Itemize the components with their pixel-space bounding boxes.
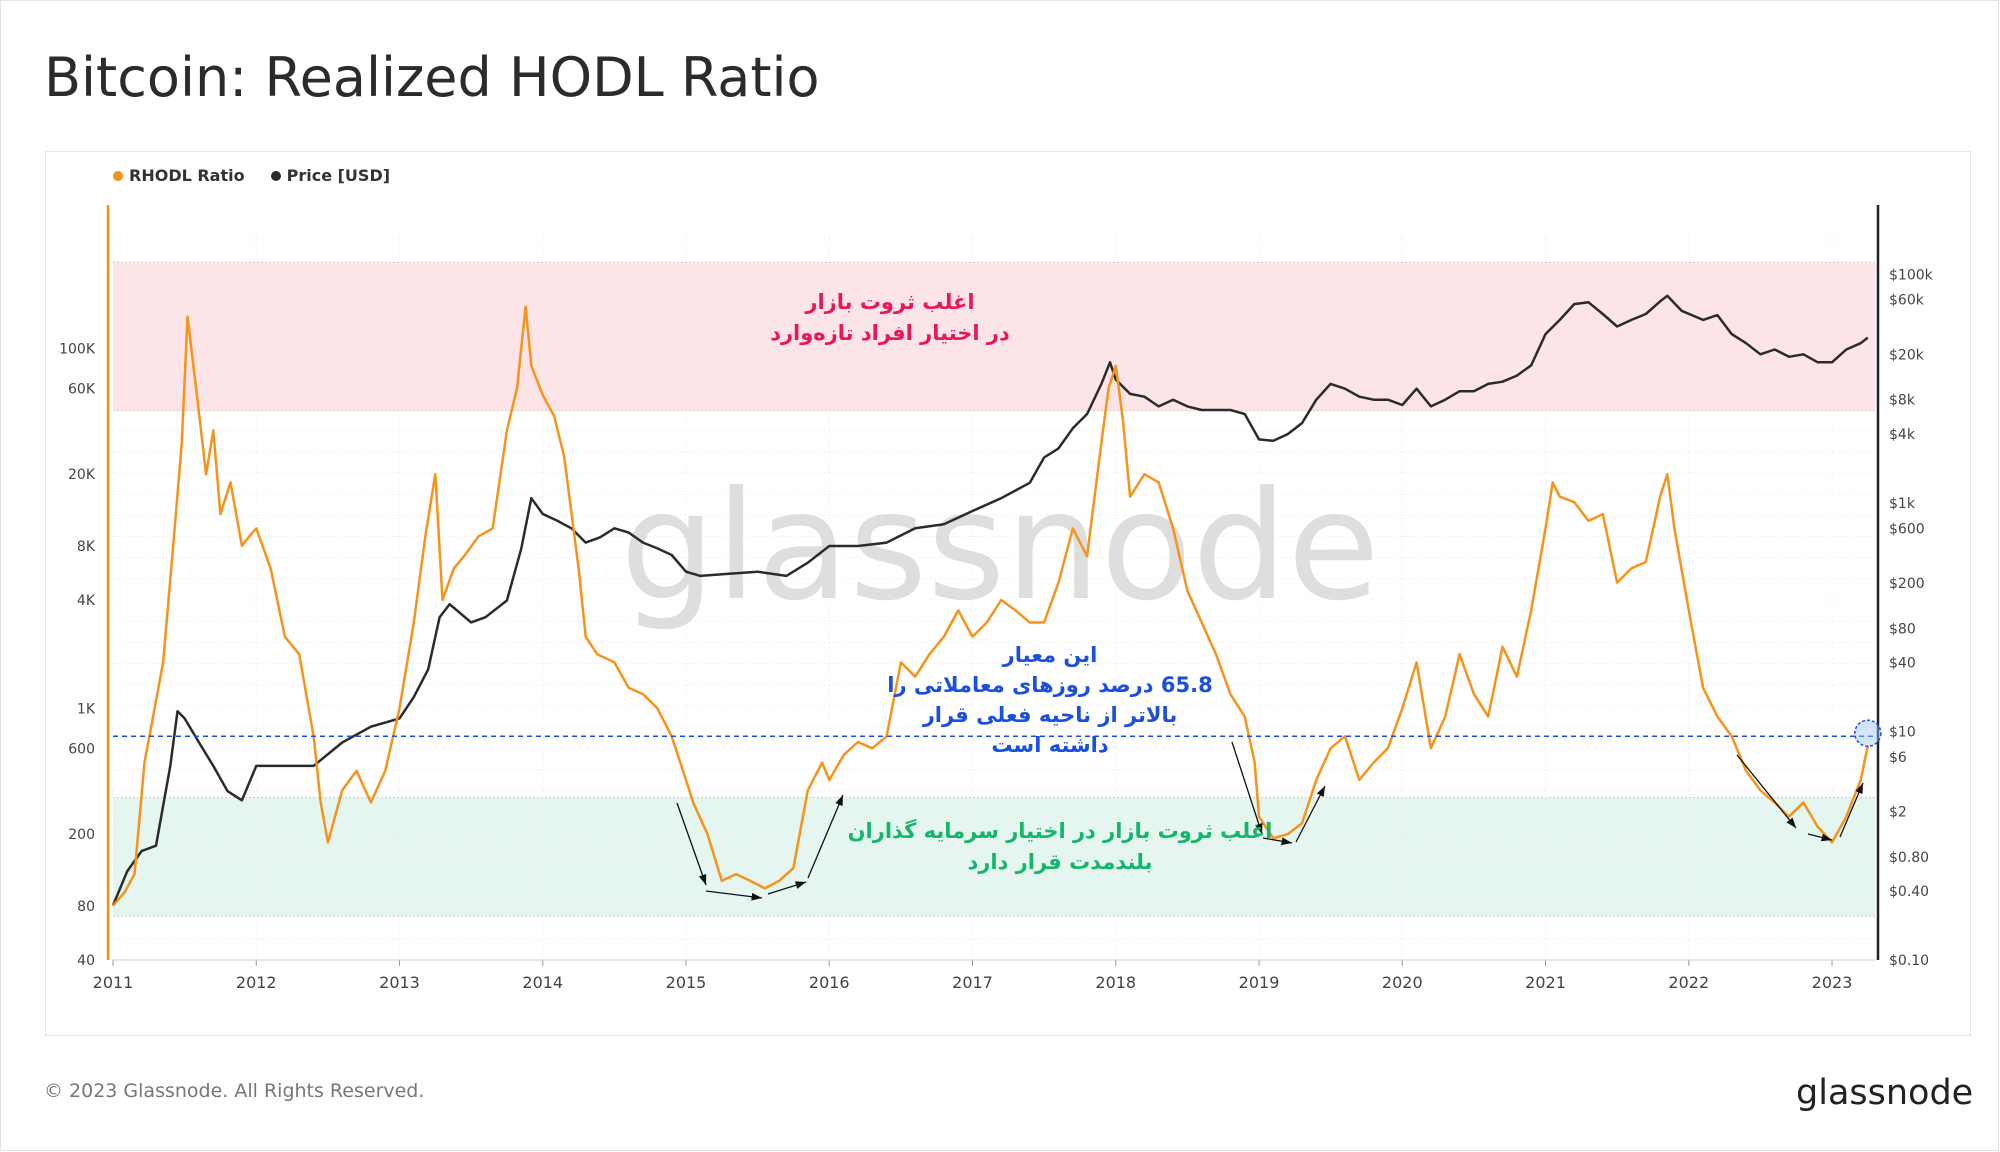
page-title: Bitcoin: Realized HODL Ratio	[44, 46, 820, 109]
right-tick-label: $20k	[1889, 347, 1925, 363]
left-tick-label: 8K	[77, 539, 96, 555]
legend-label-price: Price [USD]	[286, 166, 391, 185]
left-tick-label: 1K	[77, 701, 96, 717]
annotation-green-line-2: بلندمدت قرار دارد	[967, 850, 1153, 874]
x-tick-label: 2022	[1668, 973, 1709, 992]
right-tick-label: $2	[1889, 804, 1907, 820]
right-tick-label: $8k	[1889, 393, 1916, 409]
legend-dot-rhodl	[113, 170, 123, 181]
legend: RHODL Ratio Price [USD]	[113, 166, 390, 185]
right-tick-label: $4k	[1889, 427, 1916, 443]
legend-dot-price	[270, 170, 281, 181]
red-band	[113, 262, 1875, 411]
left-tick-label: 40	[77, 953, 95, 969]
left-tick-label: 60K	[68, 381, 96, 397]
green-band	[113, 797, 1875, 917]
annotation-arrow	[1839, 782, 1864, 838]
annotation-arrow	[767, 881, 807, 895]
annotation-blue-line-4: داشته است	[991, 733, 1109, 757]
annotation-blue-line-2: 65.8 درصد روزهای معاملاتی را	[887, 673, 1213, 697]
annotation-blue-line-1: این معیار	[1002, 643, 1098, 667]
right-tick-label: $600	[1889, 521, 1925, 537]
x-tick-label: 2023	[1812, 973, 1853, 992]
annotation-blue-line-3: بالاتر از ناحیه فعلی قرار	[922, 703, 1178, 727]
legend-label-rhodl: RHODL Ratio	[129, 166, 245, 185]
x-tick-label: 2019	[1239, 973, 1280, 992]
footer-copyright: © 2023 Glassnode. All Rights Reserved.	[44, 1080, 425, 1102]
x-tick-label: 2021	[1525, 973, 1566, 992]
left-tick-label: 100K	[59, 341, 96, 357]
left-tick-label: 600	[68, 741, 95, 757]
right-tick-label: $80	[1889, 621, 1916, 637]
annotation-red-line-1: اغلب ثروت بازار	[805, 290, 975, 314]
right-tick-label: $1k	[1889, 496, 1916, 512]
right-tick-label: $0.10	[1889, 953, 1929, 969]
legend-item-price[interactable]: Price [USD]	[270, 166, 391, 185]
x-tick-label: 2011	[93, 973, 134, 992]
right-tick-label: $10	[1889, 724, 1916, 740]
left-tick-label: 200	[68, 827, 95, 843]
annotation-arrow	[1295, 785, 1326, 843]
annotation-arrow	[1807, 833, 1833, 842]
annotation-green-band: اغلب ثروت بازار در اختیار سرمایه گذاران …	[840, 816, 1280, 878]
right-tick-label: $0.80	[1889, 850, 1929, 866]
annotation-arrow	[705, 890, 763, 901]
right-tick-label: $40	[1889, 656, 1916, 672]
annotation-blue: این معیار 65.8 درصد روزهای معاملاتی را ب…	[885, 640, 1215, 760]
price-line	[111, 294, 1869, 906]
right-tick-label: $6	[1889, 750, 1907, 766]
annotation-green-line-1: اغلب ثروت بازار در اختیار سرمایه گذاران	[847, 819, 1273, 843]
x-tick-label: 2017	[952, 973, 993, 992]
x-tick-label: 2020	[1382, 973, 1423, 992]
right-tick-label: $100k	[1889, 267, 1934, 283]
annotation-arrow	[1736, 754, 1797, 829]
annotation-red-line-2: در اختیار افراد تازه‌وارد	[770, 321, 1010, 345]
annotation-arrow	[1231, 741, 1263, 835]
left-tick-label: 80	[77, 899, 95, 915]
x-tick-label: 2018	[1095, 973, 1136, 992]
right-tick-label: $60k	[1889, 293, 1925, 309]
right-tick-label: $0.40	[1889, 884, 1929, 900]
footer-logo[interactable]: glassnode	[1796, 1073, 1974, 1113]
legend-item-rhodl[interactable]: RHODL Ratio	[113, 166, 245, 185]
left-tick-label: 20K	[68, 467, 96, 483]
x-tick-label: 2015	[666, 973, 707, 992]
current-value-marker	[1854, 719, 1882, 748]
x-tick-label: 2014	[522, 973, 563, 992]
rhodl-line	[112, 305, 1870, 907]
x-tick-label: 2013	[379, 973, 420, 992]
x-tick-label: 2012	[236, 973, 277, 992]
right-tick-label: $200	[1889, 576, 1925, 592]
annotation-arrow	[676, 802, 707, 886]
left-tick-label: 4K	[77, 593, 96, 609]
x-tick-label: 2016	[809, 973, 850, 992]
annotation-red-band: اغلب ثروت بازار در اختیار افراد تازه‌وار…	[740, 287, 1040, 349]
watermark: glassnode	[620, 460, 1379, 634]
annotation-arrow	[807, 794, 844, 879]
annotation-arrow	[1262, 837, 1293, 846]
chart-frame	[45, 151, 1971, 1036]
